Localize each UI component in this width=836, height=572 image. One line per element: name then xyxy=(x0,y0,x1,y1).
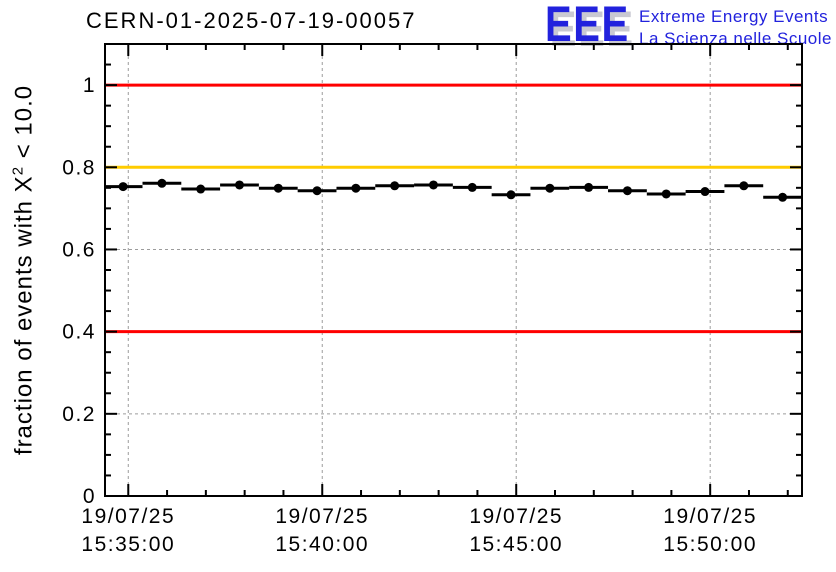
data-point-marker xyxy=(778,192,788,202)
data-point-marker xyxy=(390,181,400,191)
y-tick-label: 0.6 xyxy=(62,238,96,261)
x-tick-date-label: 19/07/25 xyxy=(275,505,369,528)
data-point-marker xyxy=(428,180,438,190)
eee-logo-acronym: EEE xyxy=(544,0,630,52)
plot-frame xyxy=(104,43,803,497)
data-point-marker xyxy=(234,180,244,190)
x-tick-time-label: 15:50:00 xyxy=(663,533,757,556)
x-tick-time-label: 15:35:00 xyxy=(81,533,175,556)
y-tick-label: 0.4 xyxy=(62,321,96,344)
data-point-marker xyxy=(312,186,322,196)
data-point-marker xyxy=(351,183,361,193)
data-point-marker xyxy=(157,178,167,188)
data-point-marker xyxy=(584,182,594,192)
y-tick-label: 0.8 xyxy=(62,156,96,179)
x-tick-time-label: 15:45:00 xyxy=(469,533,563,556)
eee-logo-line1: Extreme Energy Events xyxy=(639,7,829,26)
data-point-marker xyxy=(506,190,516,200)
data-point-marker xyxy=(545,183,555,193)
data-point-marker xyxy=(700,187,710,197)
x-tick-date-label: 19/07/25 xyxy=(663,505,757,528)
data-point-marker xyxy=(273,183,283,193)
y-tick-label: 0 xyxy=(83,485,96,508)
data-point-marker xyxy=(467,182,477,192)
plot-title: CERN-01-2025-07-19-00057 xyxy=(86,8,417,33)
data-point-marker xyxy=(118,182,128,192)
x-tick-date-label: 19/07/25 xyxy=(469,505,563,528)
y-tick-label: 1 xyxy=(83,74,96,97)
data-point-marker xyxy=(196,184,206,194)
y-tick-label: 0.2 xyxy=(62,403,96,426)
x-tick-time-label: 15:40:00 xyxy=(275,533,369,556)
data-point-marker xyxy=(661,189,671,199)
x-tick-date-label: 19/07/25 xyxy=(81,505,175,528)
data-point-marker xyxy=(622,186,632,196)
data-point-marker xyxy=(739,181,749,191)
